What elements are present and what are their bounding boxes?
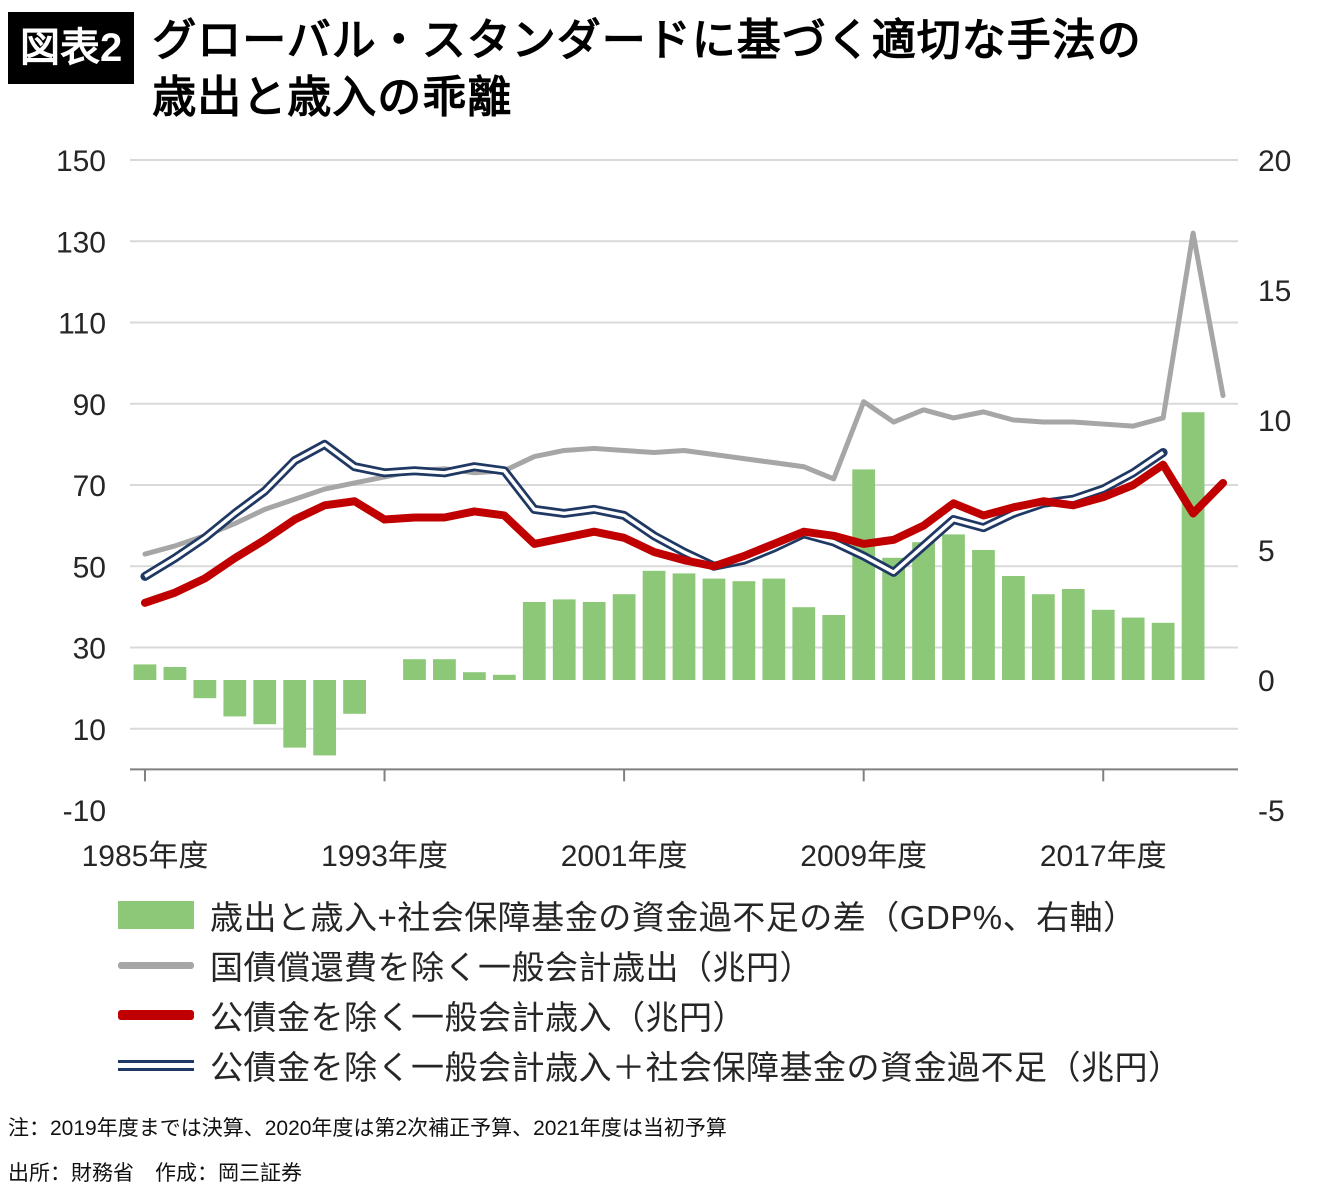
legend-label: 公債金を除く一般会計歳入＋社会保障基金の資金過不足（兆円） bbox=[210, 1049, 1182, 1087]
bar bbox=[1002, 576, 1025, 681]
notes: 注：2019年度までは決算、2020年度は第2次補正予算、2021年度は当初予算… bbox=[8, 1112, 1340, 1187]
bar bbox=[492, 675, 516, 681]
source-line: 出所：財務省 作成：岡三証券 bbox=[8, 1162, 302, 1186]
right-axis-tick-label: 10 bbox=[1258, 405, 1291, 438]
bar bbox=[912, 542, 935, 681]
legend-label: 歳出と歳入+社会保障基金の資金過不足の差（GDP%、右軸） bbox=[210, 899, 1137, 937]
bar bbox=[403, 659, 426, 681]
bar bbox=[672, 573, 696, 681]
legend-label: 公債金を除く一般会計歳入（兆円） bbox=[210, 999, 746, 1037]
legend-item-navy-revenue-plus-ss: 公債金を除く一般会計歳入＋社会保障基金の資金過不足（兆円） bbox=[118, 1040, 1340, 1090]
bar bbox=[702, 578, 726, 681]
x-axis-tick-label: 2017年度 bbox=[1040, 840, 1167, 873]
bar bbox=[1031, 594, 1055, 681]
x-axis: 1985年度 1993年度 2001年度 2009年度 2017年度 bbox=[82, 768, 1238, 873]
right-axis-tick-label: 20 bbox=[1258, 145, 1291, 178]
bar bbox=[942, 534, 965, 681]
legend-item-gray-expenditure: 国債償還費を除く一般会計歳出（兆円） bbox=[118, 940, 1340, 990]
bar bbox=[582, 602, 606, 681]
legend-label: 国債償還費を除く一般会計歳出（兆円） bbox=[210, 949, 813, 987]
bar bbox=[433, 659, 456, 681]
bar bbox=[822, 615, 846, 681]
bar bbox=[1151, 623, 1175, 681]
bar bbox=[313, 680, 337, 756]
header: 図表2 グローバル・スタンダードに基づく適切な手法の 歳出と歳入の乖離 bbox=[0, 0, 1340, 126]
bar bbox=[732, 581, 756, 681]
left-axis-tick-label: 30 bbox=[73, 633, 106, 666]
bar bbox=[612, 594, 636, 681]
bar bbox=[253, 680, 277, 725]
bar bbox=[193, 680, 217, 699]
series-green-bars bbox=[133, 412, 1205, 756]
x-axis-tick-label: 1993年度 bbox=[321, 840, 448, 873]
bar bbox=[522, 602, 546, 681]
left-axis-tick-label: 70 bbox=[73, 470, 106, 503]
line-core bbox=[144, 443, 1165, 579]
red-line-swatch-icon bbox=[118, 1010, 194, 1021]
bar bbox=[972, 550, 995, 681]
title-line-2: 歳出と歳入の乖離 bbox=[152, 73, 513, 123]
line bbox=[140, 461, 1228, 608]
series-navy-revenue-plus-ss bbox=[140, 440, 1168, 582]
bar bbox=[882, 558, 906, 681]
navy-double-line-swatch-icon bbox=[118, 1059, 194, 1071]
chart-legend: 歳出と歳入+社会保障基金の資金過不足の差（GDP%、右軸） 国債償還費を除く一般… bbox=[118, 890, 1340, 1090]
bar bbox=[642, 571, 666, 681]
series-gray-expenditure bbox=[142, 231, 1226, 557]
bar bbox=[852, 469, 876, 681]
bar bbox=[223, 680, 247, 717]
bar bbox=[163, 667, 187, 681]
figure-label: 図表2 bbox=[8, 12, 135, 84]
left-axis: 150 130 110 90 70 50 30 10 -10 bbox=[56, 145, 106, 828]
bar bbox=[462, 672, 486, 681]
bar bbox=[343, 680, 366, 715]
right-axis-tick-label: -5 bbox=[1258, 795, 1285, 828]
bar bbox=[1121, 617, 1145, 681]
legend-item-green-bars: 歳出と歳入+社会保障基金の資金過不足の差（GDP%、右軸） bbox=[118, 890, 1340, 940]
left-axis-tick-label: 130 bbox=[56, 227, 106, 260]
left-axis-tick-label: 110 bbox=[58, 308, 106, 341]
note-line: 注：2019年度までは決算、2020年度は第2次補正予算、2021年度は当初予算 bbox=[8, 1117, 727, 1141]
x-axis-tick-label: 2001年度 bbox=[561, 840, 688, 873]
legend-item-red-revenue: 公債金を除く一般会計歳入（兆円） bbox=[118, 990, 1340, 1040]
title-line-1: グローバル・スタンダードに基づく適切な手法の bbox=[152, 16, 1142, 65]
bar bbox=[1061, 589, 1085, 681]
chart-svg: 1985年度 1993年度 2001年度 2009年度 2017年度1501301109… bbox=[56, 145, 1291, 873]
right-axis-tick-label: 15 bbox=[1258, 275, 1291, 308]
bar bbox=[133, 664, 157, 681]
left-axis-tick-label: 10 bbox=[73, 714, 106, 747]
right-axis-tick-label: 5 bbox=[1258, 535, 1275, 568]
x-axis-tick-label: 1985年度 bbox=[82, 840, 209, 873]
bar bbox=[1181, 412, 1205, 681]
right-axis: 20 15 10 5 0 -5 bbox=[1258, 145, 1291, 828]
left-axis-tick-label: 90 bbox=[73, 389, 106, 422]
left-axis-tick-label: 50 bbox=[73, 552, 106, 585]
left-axis-tick-label: 150 bbox=[56, 145, 106, 178]
page-title: グローバル・スタンダードに基づく適切な手法の 歳出と歳入の乖離 bbox=[152, 12, 1142, 126]
x-axis-tick-label: 2009年度 bbox=[800, 840, 927, 873]
bar bbox=[552, 599, 576, 681]
left-axis-tick-label: -10 bbox=[63, 795, 106, 828]
bar bbox=[283, 680, 307, 748]
green-bar-swatch-icon bbox=[118, 901, 194, 930]
bar bbox=[762, 578, 786, 681]
bar bbox=[1091, 610, 1115, 681]
line bbox=[142, 231, 1226, 557]
gray-line-swatch-icon bbox=[118, 961, 194, 969]
right-axis-tick-label: 0 bbox=[1258, 665, 1275, 698]
series-red-revenue bbox=[140, 461, 1228, 608]
bar bbox=[792, 607, 816, 681]
gridlines bbox=[130, 159, 1238, 731]
